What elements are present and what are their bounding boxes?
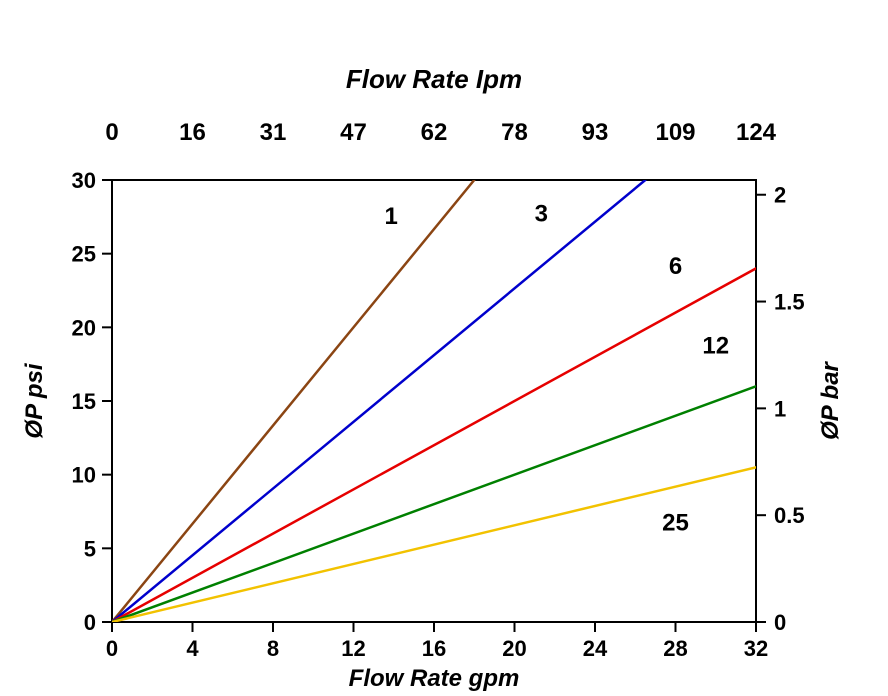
series-label: 6 [669, 253, 682, 280]
x-bottom-tick-label: 16 [422, 636, 446, 661]
series-label: 3 [535, 200, 548, 227]
y-left-tick-label: 0 [84, 610, 96, 635]
y-right-tick-label: 2 [774, 183, 786, 208]
x-top-tick-label: 109 [655, 119, 695, 146]
x-bottom-tick-label: 12 [341, 636, 365, 661]
y-left-title: ØP psi [21, 362, 48, 438]
y-left-tick-label: 15 [72, 389, 96, 414]
y-left-tick-label: 25 [72, 242, 96, 267]
chart-container: 048121620242832Flow Rate gpm016314762789… [0, 0, 888, 696]
y-right-tick-label: 1 [774, 396, 786, 421]
y-right-tick-label: 0.5 [774, 503, 805, 528]
x-top-tick-label: 78 [501, 119, 528, 146]
x-top-tick-label: 93 [582, 119, 609, 146]
y-left-tick-label: 5 [84, 536, 96, 561]
x-bottom-tick-label: 28 [663, 636, 687, 661]
y-left-tick-label: 10 [72, 463, 96, 488]
y-right-tick-label: 1.5 [774, 290, 805, 315]
x-bottom-tick-label: 24 [583, 636, 608, 661]
x-bottom-tick-label: 4 [186, 636, 199, 661]
series-label: 1 [384, 203, 397, 230]
y-left-tick-label: 30 [72, 168, 96, 193]
series-label: 25 [662, 510, 689, 537]
y-right-title: ØP bar [817, 360, 844, 439]
x-top-tick-label: 16 [179, 119, 206, 146]
x-top-title: Flow Rate Ipm [346, 64, 522, 94]
x-bottom-tick-label: 0 [106, 636, 118, 661]
y-right-tick-label: 0 [774, 610, 786, 635]
x-bottom-title: Flow Rate gpm [349, 665, 520, 692]
x-top-tick-label: 124 [736, 119, 777, 146]
series-label: 12 [702, 333, 729, 360]
y-left-tick-label: 20 [72, 315, 96, 340]
x-top-tick-label: 31 [260, 119, 287, 146]
x-bottom-tick-label: 20 [502, 636, 526, 661]
chart-svg: 048121620242832Flow Rate gpm016314762789… [0, 0, 888, 696]
x-bottom-tick-label: 8 [267, 636, 279, 661]
x-top-tick-label: 62 [421, 119, 448, 146]
x-top-tick-label: 47 [340, 119, 367, 146]
x-top-tick-label: 0 [105, 119, 118, 146]
x-bottom-tick-label: 32 [744, 636, 768, 661]
